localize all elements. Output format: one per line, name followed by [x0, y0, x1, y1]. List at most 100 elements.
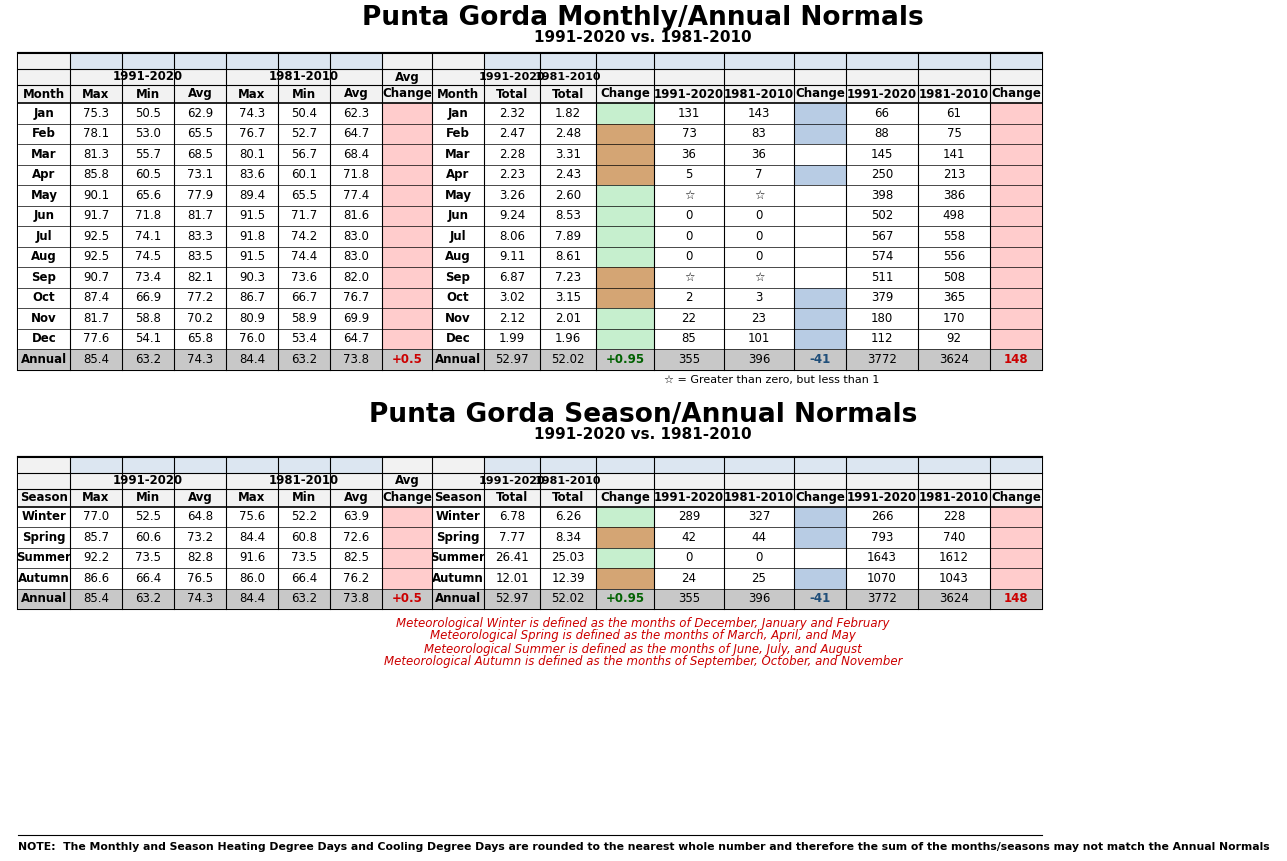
Bar — [18, 456, 1042, 609]
Text: 1981-2010: 1981-2010 — [535, 72, 601, 82]
Text: 1981-2010: 1981-2010 — [535, 475, 601, 486]
Text: 52.02: 52.02 — [551, 353, 584, 366]
Bar — [18, 185, 1042, 206]
Text: 52.97: 52.97 — [495, 592, 529, 605]
Text: 12: 12 — [1008, 189, 1024, 201]
Text: 502: 502 — [871, 209, 893, 222]
Bar — [794, 548, 846, 568]
Text: 81.7: 81.7 — [82, 312, 109, 325]
Text: 69.9: 69.9 — [342, 312, 369, 325]
Text: Apr: Apr — [447, 168, 470, 182]
Text: Apr: Apr — [32, 168, 55, 182]
Text: ☆: ☆ — [754, 270, 764, 284]
Text: 86.7: 86.7 — [239, 291, 265, 304]
Text: -2: -2 — [813, 530, 826, 544]
Bar — [990, 164, 1042, 185]
Text: Max: Max — [82, 491, 109, 504]
Text: +0.3: +0.3 — [391, 230, 422, 243]
Text: +0.5: +0.5 — [391, 291, 422, 304]
Bar — [18, 568, 1042, 589]
Text: Avg: Avg — [188, 491, 212, 504]
Bar — [382, 267, 432, 288]
Text: 74.3: 74.3 — [187, 592, 214, 605]
Text: 74.3: 74.3 — [239, 107, 265, 120]
Text: 556: 556 — [943, 251, 965, 263]
Text: 71.8: 71.8 — [135, 209, 161, 222]
Text: 0: 0 — [816, 270, 824, 284]
Text: Spring: Spring — [22, 530, 66, 544]
Text: 55.7: 55.7 — [135, 148, 161, 161]
Bar — [794, 103, 846, 123]
Text: 13: 13 — [1008, 127, 1024, 140]
Bar — [69, 456, 382, 473]
Text: 0: 0 — [685, 551, 692, 564]
Text: 91.8: 91.8 — [239, 230, 265, 243]
Text: 77.6: 77.6 — [82, 332, 109, 345]
Text: 63.2: 63.2 — [291, 353, 317, 366]
Text: 37: 37 — [1008, 168, 1024, 182]
Text: 250: 250 — [871, 168, 893, 182]
Text: 2.48: 2.48 — [555, 127, 580, 140]
Bar — [794, 144, 846, 164]
Text: Annual: Annual — [435, 592, 481, 605]
Bar — [990, 123, 1042, 144]
Text: 72.6: 72.6 — [342, 530, 369, 544]
Text: +0.11: +0.11 — [606, 312, 645, 325]
Text: 12.01: 12.01 — [495, 572, 529, 585]
Text: 82.1: 82.1 — [187, 270, 214, 284]
Text: Nov: Nov — [445, 312, 471, 325]
Text: Change: Change — [600, 88, 650, 101]
Bar — [794, 506, 846, 527]
Text: 1991-2020 vs. 1981-2010: 1991-2020 vs. 1981-2010 — [534, 427, 752, 442]
Text: -1: -1 — [813, 312, 826, 325]
Bar — [794, 226, 846, 246]
Text: Meteorological Summer is defined as the months of June, July, and August: Meteorological Summer is defined as the … — [425, 642, 862, 655]
Text: Aug: Aug — [445, 251, 471, 263]
Text: 10: 10 — [1008, 312, 1024, 325]
Bar — [990, 527, 1042, 548]
Bar — [990, 506, 1042, 527]
Text: 3: 3 — [1012, 270, 1021, 284]
Bar — [846, 456, 1042, 473]
Text: 76.2: 76.2 — [342, 572, 369, 585]
Text: Oct: Oct — [32, 291, 55, 304]
Bar — [18, 589, 1042, 609]
Text: 558: 558 — [943, 230, 965, 243]
Text: 83.5: 83.5 — [187, 251, 212, 263]
Text: 355: 355 — [678, 592, 700, 605]
Bar — [18, 123, 1042, 144]
Text: +0.5: +0.5 — [391, 189, 422, 201]
Text: 7.77: 7.77 — [499, 530, 525, 544]
Text: 0: 0 — [755, 209, 763, 222]
Text: Mar: Mar — [445, 148, 471, 161]
Bar — [382, 226, 432, 246]
Text: Jul: Jul — [36, 230, 53, 243]
Text: 396: 396 — [748, 592, 770, 605]
Text: 71.7: 71.7 — [291, 209, 317, 222]
Text: 62.3: 62.3 — [342, 107, 369, 120]
Text: 85.4: 85.4 — [82, 353, 109, 366]
Bar — [382, 527, 432, 548]
Text: Feb: Feb — [447, 127, 470, 140]
Text: Change: Change — [795, 491, 846, 504]
Text: Avg: Avg — [395, 71, 420, 84]
Text: 0: 0 — [816, 251, 824, 263]
Text: Max: Max — [238, 491, 265, 504]
Text: 86.6: 86.6 — [82, 572, 109, 585]
Text: 76.7: 76.7 — [239, 127, 265, 140]
Text: ☆: ☆ — [683, 189, 694, 201]
Text: 1612: 1612 — [940, 551, 969, 564]
Text: 36: 36 — [752, 148, 767, 161]
Text: 5: 5 — [685, 168, 692, 182]
Text: 85.7: 85.7 — [82, 530, 109, 544]
Text: 81.6: 81.6 — [342, 209, 369, 222]
Text: 23: 23 — [752, 312, 767, 325]
Text: +0.50: +0.50 — [605, 107, 645, 120]
Text: +1.38: +1.38 — [605, 551, 645, 564]
Text: 143: 143 — [748, 107, 770, 120]
Text: 2: 2 — [685, 291, 692, 304]
Text: Max: Max — [238, 88, 265, 101]
Text: 73.2: 73.2 — [187, 530, 214, 544]
Text: 1981-2010: 1981-2010 — [723, 88, 794, 101]
Text: 4: 4 — [1012, 148, 1021, 161]
